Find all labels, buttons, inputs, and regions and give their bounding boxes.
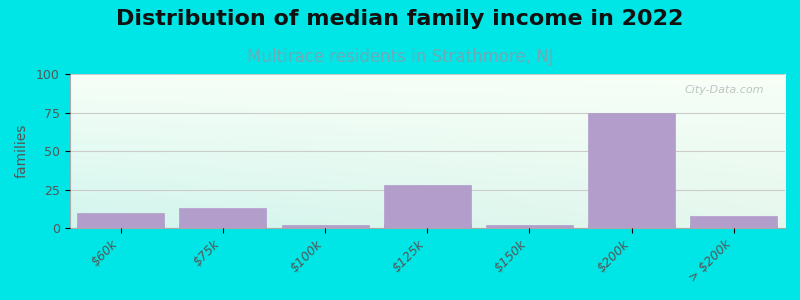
Text: Distribution of median family income in 2022: Distribution of median family income in … xyxy=(116,9,684,29)
Text: Multirace residents in Strathmore, NJ: Multirace residents in Strathmore, NJ xyxy=(246,48,554,66)
Text: City-Data.com: City-Data.com xyxy=(684,85,763,95)
Bar xyxy=(78,225,164,228)
Bar xyxy=(179,225,266,228)
Bar xyxy=(282,225,369,228)
Bar xyxy=(588,112,675,228)
Bar xyxy=(690,225,778,228)
Bar xyxy=(384,225,470,228)
Bar xyxy=(78,213,164,228)
Bar xyxy=(486,225,573,228)
Y-axis label: families: families xyxy=(15,124,29,178)
Bar xyxy=(179,208,266,228)
Bar xyxy=(690,216,778,228)
Bar xyxy=(588,225,675,228)
Bar xyxy=(384,185,470,228)
